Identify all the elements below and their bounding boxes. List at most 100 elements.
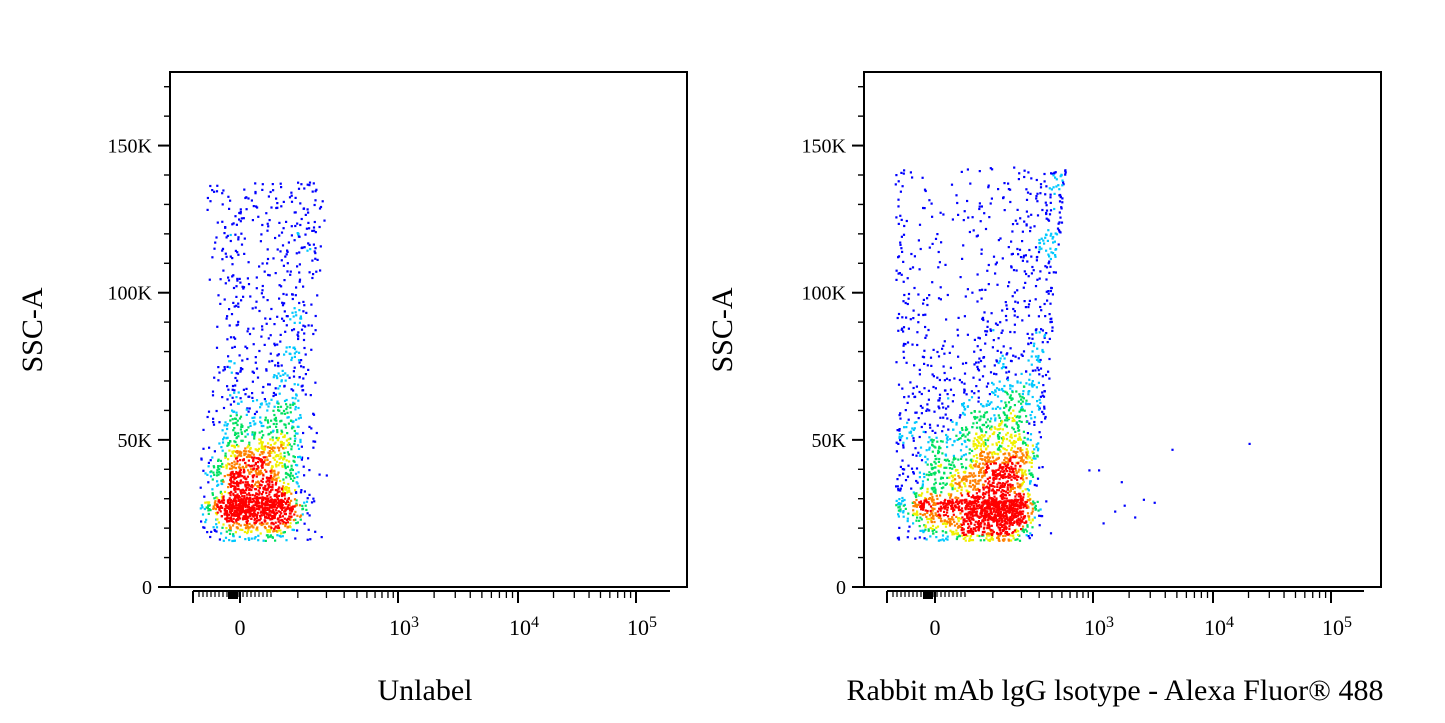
event-point [1009, 485, 1012, 488]
event-point [985, 404, 988, 407]
event-point [290, 445, 293, 448]
event-point [994, 462, 997, 465]
event-point [229, 477, 232, 480]
event-point [298, 251, 301, 254]
event-point [993, 460, 996, 464]
event-point [253, 456, 256, 459]
event-point [991, 391, 994, 394]
event-point [267, 433, 270, 436]
event-point [1029, 433, 1033, 436]
event-point [943, 458, 946, 461]
event-point [267, 421, 270, 424]
event-point [994, 452, 997, 455]
event-point [999, 482, 1002, 485]
event-point [959, 512, 962, 515]
event-point [293, 429, 296, 433]
event-point [936, 510, 939, 513]
event-point [968, 491, 971, 494]
event-point [308, 243, 311, 246]
event-point [966, 490, 969, 493]
event-point [206, 208, 209, 211]
event-point [1046, 299, 1049, 302]
event-point [1020, 407, 1023, 410]
event-point [252, 512, 256, 515]
event-point [967, 475, 970, 478]
event-point [976, 273, 979, 276]
event-point [989, 371, 993, 374]
event-point [959, 437, 962, 440]
event-point [275, 477, 278, 480]
event-point [1007, 538, 1010, 541]
event-point [224, 421, 227, 424]
event-point [265, 212, 268, 215]
event-point [225, 527, 228, 530]
event-point [928, 514, 932, 517]
event-point [907, 297, 910, 300]
event-point [970, 460, 973, 463]
event-point [303, 490, 306, 493]
event-point [982, 486, 985, 489]
event-point [1012, 454, 1015, 457]
event-point [995, 443, 998, 447]
event-point [979, 445, 982, 448]
event-point [281, 519, 284, 522]
event-point [980, 403, 983, 406]
event-point [290, 508, 293, 511]
event-point [246, 504, 249, 507]
event-point [266, 229, 269, 232]
event-point [311, 229, 314, 232]
event-point [271, 478, 274, 481]
event-point [948, 467, 951, 470]
event-point [961, 403, 964, 406]
event-point [278, 221, 281, 224]
event-point [221, 482, 224, 486]
event-point [976, 368, 980, 371]
event-point [1048, 357, 1051, 361]
event-point [931, 499, 934, 502]
event-point [1010, 441, 1013, 444]
event-point [265, 480, 268, 483]
event-point [277, 529, 280, 532]
event-point [969, 466, 973, 469]
event-point [302, 285, 305, 288]
event-point [1027, 489, 1030, 492]
event-point [290, 225, 293, 228]
event-point [976, 507, 979, 510]
event-point [240, 400, 243, 403]
event-point [273, 478, 276, 481]
event-point [963, 382, 966, 385]
event-point [253, 497, 256, 500]
event-point [895, 450, 898, 453]
event-point [203, 495, 206, 498]
event-point [943, 522, 946, 525]
event-point [299, 414, 302, 417]
event-point [269, 525, 272, 528]
event-point [1043, 336, 1046, 339]
event-point [1025, 520, 1028, 523]
event-point [228, 360, 231, 363]
event-point [961, 527, 964, 530]
event-point [292, 455, 295, 458]
event-point [277, 500, 281, 503]
event-point [938, 457, 941, 461]
event-point [261, 477, 264, 480]
event-point [298, 321, 301, 324]
x-tick-label: 103 [1084, 614, 1114, 641]
event-point [975, 497, 978, 500]
event-point [939, 286, 942, 289]
event-point [282, 489, 285, 492]
event-point [971, 449, 974, 452]
event-point [982, 491, 985, 495]
event-point [252, 453, 255, 456]
event-point [1016, 415, 1019, 418]
event-point [964, 453, 967, 456]
event-point [967, 216, 970, 219]
event-point [305, 227, 308, 230]
event-point [1026, 432, 1029, 435]
event-point [1060, 206, 1063, 209]
event-point [973, 486, 976, 489]
event-point [293, 460, 296, 463]
event-point [914, 411, 917, 414]
event-point [975, 426, 979, 429]
event-point [988, 435, 991, 438]
